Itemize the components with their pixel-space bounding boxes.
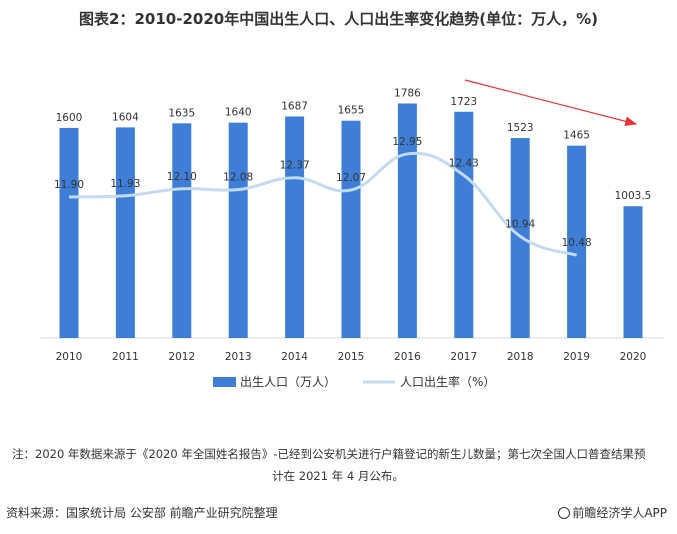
- bar-2014: [285, 116, 305, 338]
- line-label-2015: 12.07: [336, 172, 366, 184]
- x-tick-2015: 2015: [338, 351, 365, 363]
- line-label-2019: 10.48: [562, 237, 592, 249]
- bar-2017: [454, 111, 474, 338]
- x-tick-2020: 2020: [620, 351, 647, 363]
- line-label-2016: 12.95: [392, 136, 422, 148]
- bar-label-2016: 1786: [394, 87, 421, 99]
- bar-label-2012: 1635: [168, 107, 195, 119]
- line-label-2011: 11.93: [110, 178, 140, 190]
- chart-title: 图表2：2010-2020年中国出生人口、人口出生率变化趋势(单位：万人，%): [79, 10, 598, 28]
- data-source: 资料来源：国家统计局 公安部 前瞻产业研究院整理: [6, 506, 278, 520]
- bar-label-2015: 1655: [338, 105, 365, 117]
- bar-label-2019: 1465: [563, 130, 590, 142]
- x-tick-2010: 2010: [56, 351, 83, 363]
- line-label-2018: 10.94: [505, 218, 535, 230]
- footnote: 注：2020 年数据来源于《2020 年全国姓名报告》-已经到公安机关进行户籍登…: [12, 443, 664, 487]
- legend-label-births: 出生人口（万人）: [240, 375, 336, 389]
- series-line-birth-rate: [68, 151, 578, 257]
- brand-name: 前瞻经济学人APP: [572, 506, 667, 520]
- bar-2015: [341, 120, 361, 338]
- line-label-2014: 12.37: [280, 160, 310, 172]
- x-tick-2017: 2017: [450, 351, 477, 363]
- bar-label-2014: 1687: [281, 100, 308, 112]
- line-label-2013: 12.08: [223, 172, 253, 184]
- footnote-line-1: 注：2020 年数据来源于《2020 年全国姓名报告》-已经到公安机关进行户籍登…: [12, 447, 646, 461]
- x-tick-2018: 2018: [507, 351, 534, 363]
- brand: 前瞻经济学人APP: [558, 504, 667, 521]
- bar-label-2011: 1604: [112, 111, 139, 123]
- bar-label-2020: 1003.5: [615, 190, 652, 202]
- x-tick-2019: 2019: [563, 351, 590, 363]
- legend-label-rate: 人口出生率（%）: [400, 374, 495, 389]
- combo-chart: 1600 1604 1635 1640 1687 1655 1786 1723 1523 1465…: [40, 79, 664, 389]
- bar-2016: [397, 103, 417, 338]
- x-tick-2013: 2013: [225, 351, 252, 363]
- footnote-line-2: 计在 2021 年 4 月公布。: [272, 469, 404, 483]
- bar-label-2013: 1640: [225, 107, 252, 119]
- bar-label-2017: 1723: [450, 96, 477, 108]
- bar-2010: [59, 127, 79, 338]
- line-label-2012: 12.10: [167, 171, 197, 183]
- line-label-2017: 12.43: [449, 157, 479, 169]
- x-tick-2016: 2016: [394, 351, 421, 363]
- trend-arrow: [464, 79, 638, 126]
- bar-label-2010: 1600: [56, 112, 83, 124]
- legend-swatch-births: [213, 377, 236, 387]
- bar-2012: [172, 123, 192, 339]
- brand-logo-icon: [558, 507, 571, 519]
- bar-2019: [567, 145, 587, 338]
- x-tick-2012: 2012: [168, 351, 195, 363]
- bar-2013: [228, 122, 248, 338]
- x-tick-2011: 2011: [112, 351, 139, 363]
- x-tick-2014: 2014: [281, 351, 308, 363]
- bar-label-2018: 1523: [507, 122, 534, 134]
- bar-2020: [623, 206, 643, 338]
- line-label-2010: 11.90: [54, 179, 84, 191]
- bar-2011: [115, 127, 135, 338]
